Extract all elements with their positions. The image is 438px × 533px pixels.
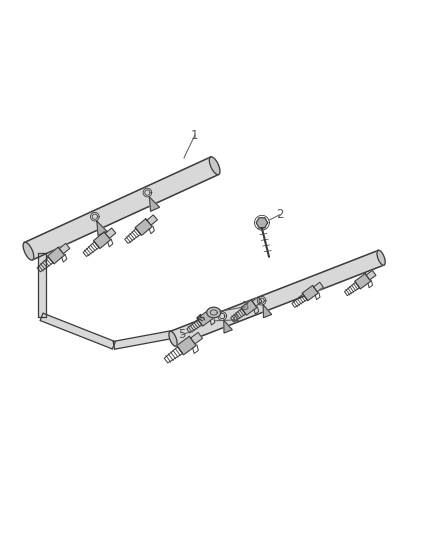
Polygon shape <box>23 243 34 260</box>
Polygon shape <box>252 297 262 306</box>
Polygon shape <box>97 221 107 236</box>
Text: 1: 1 <box>191 128 199 142</box>
Polygon shape <box>207 307 221 318</box>
Polygon shape <box>355 273 371 289</box>
Polygon shape <box>47 247 64 264</box>
Polygon shape <box>263 305 272 318</box>
Text: 4: 4 <box>231 313 239 326</box>
Polygon shape <box>366 270 376 280</box>
Polygon shape <box>135 219 152 236</box>
Polygon shape <box>147 215 157 225</box>
Polygon shape <box>169 332 177 346</box>
Polygon shape <box>377 251 385 265</box>
Polygon shape <box>93 232 110 248</box>
Polygon shape <box>170 251 384 346</box>
Polygon shape <box>40 313 115 349</box>
Polygon shape <box>191 333 202 344</box>
Text: 2: 2 <box>276 208 283 221</box>
Polygon shape <box>38 253 46 317</box>
Polygon shape <box>224 320 232 333</box>
Polygon shape <box>256 218 268 228</box>
Polygon shape <box>177 336 196 355</box>
Text: 5: 5 <box>178 328 185 341</box>
Polygon shape <box>302 286 318 301</box>
Polygon shape <box>314 282 323 292</box>
Polygon shape <box>105 228 116 238</box>
Polygon shape <box>113 330 174 349</box>
Polygon shape <box>208 308 218 317</box>
Polygon shape <box>197 311 213 326</box>
Polygon shape <box>25 157 219 260</box>
Polygon shape <box>209 157 220 175</box>
Polygon shape <box>241 300 257 315</box>
Polygon shape <box>149 197 159 211</box>
Polygon shape <box>59 244 70 254</box>
Text: 3: 3 <box>242 300 249 313</box>
